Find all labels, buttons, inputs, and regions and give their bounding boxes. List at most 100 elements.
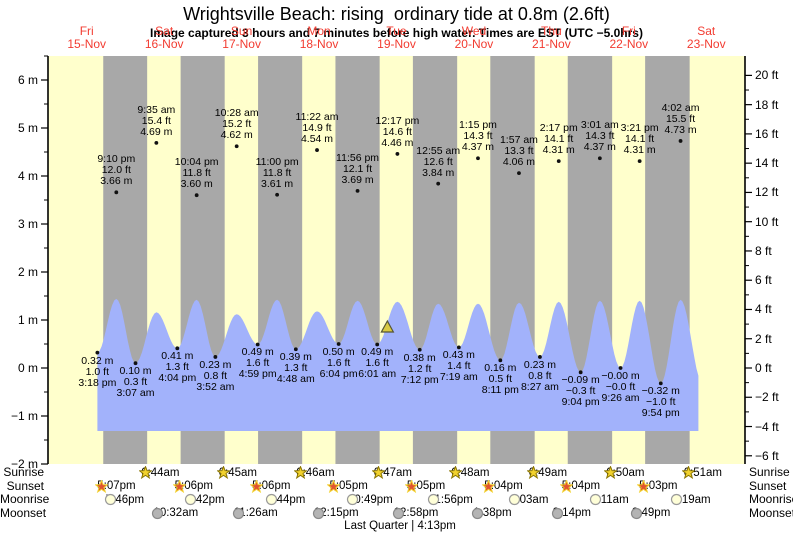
- tide-label-line: 1.6 ft: [365, 357, 389, 370]
- tide-label-line: 2:17 pm: [539, 122, 578, 135]
- low-tide-label: 0.41 m 1.3 ft 4:04 pm: [137, 351, 217, 384]
- tide-label-line: 4:48 am: [276, 373, 315, 386]
- moonrise-time: 2:11am: [591, 493, 629, 506]
- sunset-entry: 5:04pm: [482, 479, 523, 493]
- tide-label-line: 0.16 m: [484, 362, 517, 375]
- y-axis-right-label: −4 ft: [755, 419, 779, 434]
- chart-subtitle: Image captured 3 hours and 7 minutes bef…: [150, 26, 643, 40]
- tide-label-line: 12:17 pm: [375, 114, 420, 127]
- tide-label-line: 4.73 m: [664, 123, 697, 136]
- tide-label-line: 14.3 ft: [585, 130, 615, 143]
- day-label-text: Mon: [307, 24, 331, 38]
- tide-label-line: 3:01 am: [580, 119, 619, 132]
- day-label-text: Tue: [386, 24, 407, 38]
- y-axis-left-label: 4 m: [17, 169, 38, 183]
- tide-extreme-dot: [213, 355, 218, 359]
- moonrise-entry: 1:03am: [508, 493, 548, 506]
- tide-extreme-dot: [95, 350, 100, 355]
- tide-label-line: 3.61 m: [261, 177, 294, 190]
- tide-label-line: 0.8 ft: [528, 369, 552, 382]
- moonset-entry: 1:38pm: [471, 507, 512, 520]
- low-tide-label: 0.32 m 1.0 ft 3:18 pm: [57, 355, 137, 389]
- tide-label-line: 9:35 am: [137, 103, 176, 116]
- high-tide-label: 12:17 pm 14.6 ft 4.46 m: [357, 114, 437, 149]
- y-axis-left-label: 1 m: [17, 313, 38, 327]
- sunrise-time: 6:47am: [373, 466, 412, 479]
- y-axis-left-label: −1 m: [10, 409, 38, 423]
- low-tide-label: 0.39 m 1.3 ft 4:48 am: [256, 352, 336, 385]
- y-axis-right-label: 2 ft: [755, 331, 772, 346]
- tide-label-line: 0.49 m: [361, 346, 394, 359]
- tide-label-line: 1.2 ft: [408, 362, 432, 375]
- day-label-text: Sat: [697, 24, 716, 38]
- tide-label-line: 3:07 am: [116, 387, 155, 400]
- tide-label-line: 12.6 ft: [423, 155, 453, 168]
- moonset-time: 10:32am: [153, 507, 199, 519]
- tide-label-line: 14.3 ft: [463, 130, 493, 143]
- tide-label-line: 8:27 am: [520, 380, 559, 393]
- tide-label-line: 10:28 am: [214, 107, 259, 120]
- day-label-text: 15-Nov: [67, 37, 107, 51]
- tide-label-line: 6:01 am: [358, 368, 397, 381]
- sunset-entry: 5:04pm: [559, 479, 600, 493]
- tide-extreme-dot: [517, 171, 521, 176]
- tide-curve-area: [97, 298, 699, 431]
- moonrise-entry: 10:49pm: [346, 493, 393, 506]
- tide-label-line: −0.09 m: [561, 374, 600, 387]
- tide-extreme-dot: [395, 152, 400, 156]
- y-axis-left-label: 2 m: [17, 265, 38, 279]
- tide-label-line: 0.23 m: [523, 358, 556, 371]
- day-label-text: Sat: [155, 24, 174, 38]
- day-label: Sat 16-Nov: [126, 25, 202, 51]
- tide-label-line: 11.8 ft: [262, 166, 292, 179]
- tide-extreme-dot: [456, 345, 461, 350]
- tide-label-line: −1.0 ft: [646, 396, 676, 409]
- tide-label-line: 1.4 ft: [447, 360, 471, 373]
- moonrise-entry: 2:11am: [589, 493, 629, 506]
- day-label-text: 18-Nov: [299, 37, 339, 51]
- low-tide-label: 0.16 m 0.5 ft 8:11 pm: [460, 363, 540, 396]
- row-label-right-sunset: Sunset: [749, 478, 787, 493]
- day-label-text: 21-Nov: [532, 37, 571, 51]
- tide-label-line: 0.41 m: [161, 350, 194, 363]
- day-label-text: Sun: [230, 24, 253, 38]
- moon-phase-label: Last Quarter | 4:13pm: [344, 520, 456, 532]
- y-axis-left-label: 5 m: [17, 121, 38, 135]
- tide-label-line: 0.3 ft: [123, 376, 148, 389]
- tide-label-line: 11:22 am: [295, 111, 339, 124]
- y-axis-right-label: 16 ft: [755, 126, 779, 141]
- tide-extreme-dot: [175, 346, 180, 351]
- moonset-time: 12:58pm: [393, 507, 439, 519]
- y-axis-right-label: 14 ft: [755, 156, 779, 171]
- tide-label-line: 4.46 m: [381, 136, 414, 149]
- row-label-right-sunrise: Sunrise: [749, 465, 790, 479]
- row-label-left-sunset: Sunset: [6, 478, 44, 493]
- high-tide-label: 9:10 pm 12.0 ft 3.66 m: [76, 154, 156, 187]
- tide-label-line: −0.0 ft: [605, 381, 636, 393]
- tide-label-line: 3:52 am: [196, 380, 235, 393]
- tide-extreme-dot: [476, 156, 480, 161]
- moonrise-time: 11:56pm: [428, 493, 473, 506]
- tide-label-line: 9:26 am: [601, 392, 640, 404]
- day-label-text: Fri: [621, 24, 636, 38]
- tide-label-line: 12:55 am: [416, 144, 461, 157]
- high-tide-label: 10:04 pm 11.8 ft 3.60 m: [157, 157, 237, 190]
- sunrise-time: 6:44am: [141, 466, 180, 479]
- tide-label-line: 8:11 pm: [481, 384, 519, 397]
- sunset-entry: 5:05pm: [404, 479, 445, 493]
- sunrise-entry: 6:46am: [294, 466, 335, 479]
- tide-label-line: 4.69 m: [140, 125, 173, 138]
- high-tide-label: 10:28 am 15.2 ft 4.62 m: [197, 108, 277, 141]
- tide-label-line: 7:19 am: [439, 371, 478, 384]
- row-label-left-sunrise: Sunrise: [3, 465, 44, 479]
- tide-label-line: 9:04 pm: [561, 396, 600, 409]
- sunset-time: 5:05pm: [329, 480, 368, 492]
- y-axis-right-label: −6 ft: [755, 448, 779, 463]
- tide-label-line: −0.00 m: [601, 370, 640, 382]
- low-tide-label: 0.49 m 1.6 ft 6:01 am: [337, 347, 417, 380]
- sunset-time: 5:06pm: [252, 480, 291, 492]
- tide-extreme-dot: [538, 355, 542, 359]
- sunset-entry: 5:03pm: [637, 479, 677, 493]
- tide-label-line: 4.31 m: [623, 144, 656, 157]
- tide-label-line: 1:15 pm: [458, 119, 497, 132]
